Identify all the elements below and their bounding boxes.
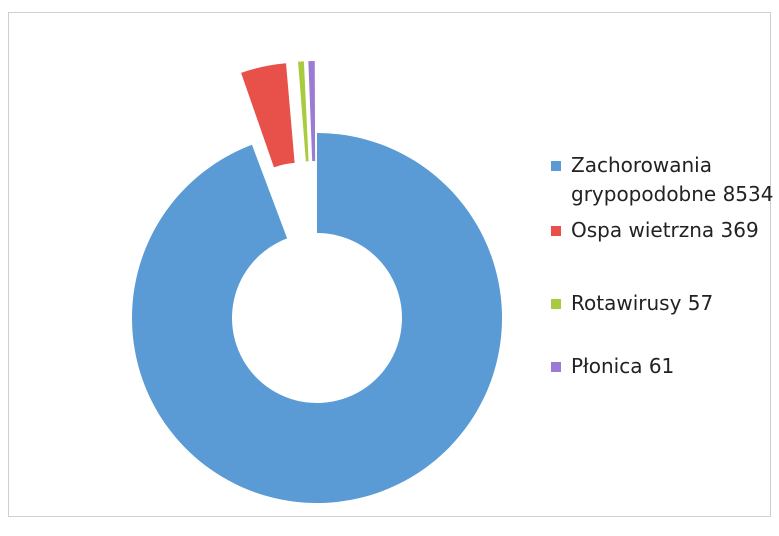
- chart-frame: Zachorowania grypopodobne 8534 Ospa wiet…: [8, 12, 774, 517]
- legend-label-zachorowania: Zachorowania grypopodobne 8534: [571, 153, 774, 206]
- slice-plonica: [308, 61, 316, 162]
- legend-label-rotawirusy: Rotawirusy 57: [571, 291, 714, 315]
- slice-zachorowania: [131, 133, 502, 503]
- legend-swatch-plonica: [551, 362, 561, 372]
- legend-swatch-ospa: [551, 226, 561, 236]
- legend-swatch-rotawirusy: [551, 299, 561, 309]
- slice-rotawirusy: [298, 61, 309, 162]
- legend-swatch-zachorowania: [551, 161, 561, 171]
- legend-label-ospa: Ospa wietrzna 369: [571, 218, 759, 242]
- legend-label-plonica: Płonica 61: [571, 354, 675, 378]
- slice-ospa: [241, 63, 295, 168]
- donut-chart: [131, 61, 502, 503]
